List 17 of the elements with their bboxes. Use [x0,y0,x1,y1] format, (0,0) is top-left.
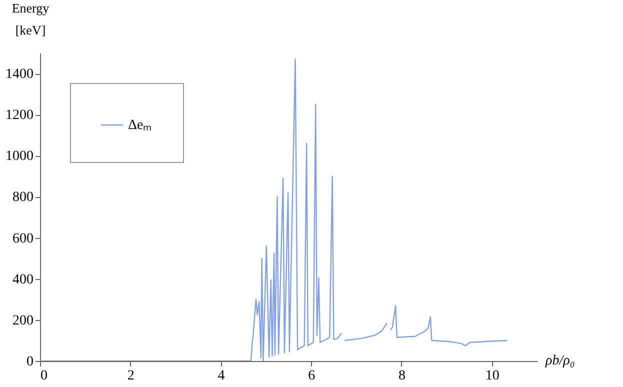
y-tick-label: 800 [12,190,34,206]
y-tick-label: 400 [12,272,34,288]
y-axis-title: Energy [keV] [12,0,50,38]
x-tick-label: 4 [218,368,225,384]
x-axis-title: ρb/ρ₀ [544,354,575,368]
y-tick-label: 1000 [6,149,34,164]
x-tick-label: 2 [127,368,134,384]
y-tick-label: 1400 [6,67,34,82]
legend-label: Δeₘ [128,118,152,133]
y-tick-label: 600 [12,231,34,246]
y-tick-label: 0 [26,354,34,370]
x-tick-label: 10 [485,368,500,384]
y-tick-label: 200 [12,313,34,328]
x-tick-label: 8 [398,368,406,384]
y-tick-label: 1200 [6,108,34,124]
x-tick-label: 0 [40,368,48,384]
x-tick-label: 6 [308,368,316,384]
